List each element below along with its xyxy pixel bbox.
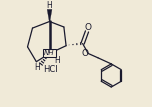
FancyBboxPatch shape [43,49,56,57]
Text: H: H [54,56,60,65]
Polygon shape [47,9,52,22]
Text: H: H [47,1,52,10]
Text: HCl: HCl [43,65,58,74]
Text: NH: NH [44,50,54,56]
Text: O: O [81,49,88,59]
Text: H: H [35,63,40,72]
Text: O: O [84,23,91,32]
